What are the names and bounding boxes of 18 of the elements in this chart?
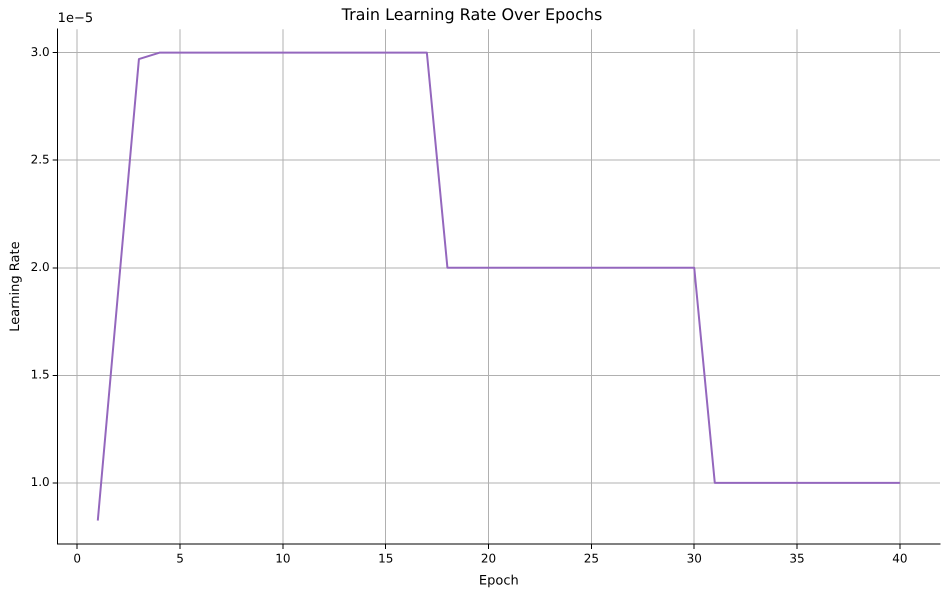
x-tick-label: 0 xyxy=(73,551,82,566)
x-tick-label: 40 xyxy=(892,551,908,566)
chart-title: Train Learning Rate Over Epochs xyxy=(340,4,602,24)
y-tick-label: 1.5 xyxy=(30,367,50,382)
y-tick-label: 1.0 xyxy=(30,475,50,490)
x-tick-label: 20 xyxy=(480,551,496,566)
y-tick-label: 2.0 xyxy=(30,260,50,274)
x-tick-label: 5 xyxy=(176,551,184,566)
text: 1e−5 xyxy=(58,11,94,26)
x-tick-label: 30 xyxy=(686,551,702,566)
x-tick-label: 15 xyxy=(378,551,394,566)
y-tick-label: 2.5 xyxy=(30,152,50,166)
y-axis-title: Learning Rate xyxy=(8,241,24,332)
y-tick-label: 3.0 xyxy=(30,44,50,59)
x-tick-label: 25 xyxy=(584,551,600,566)
x-axis-title: Epoch xyxy=(478,574,519,589)
x-tick-label: 35 xyxy=(789,551,805,566)
x-tick-label: 10 xyxy=(275,551,291,566)
